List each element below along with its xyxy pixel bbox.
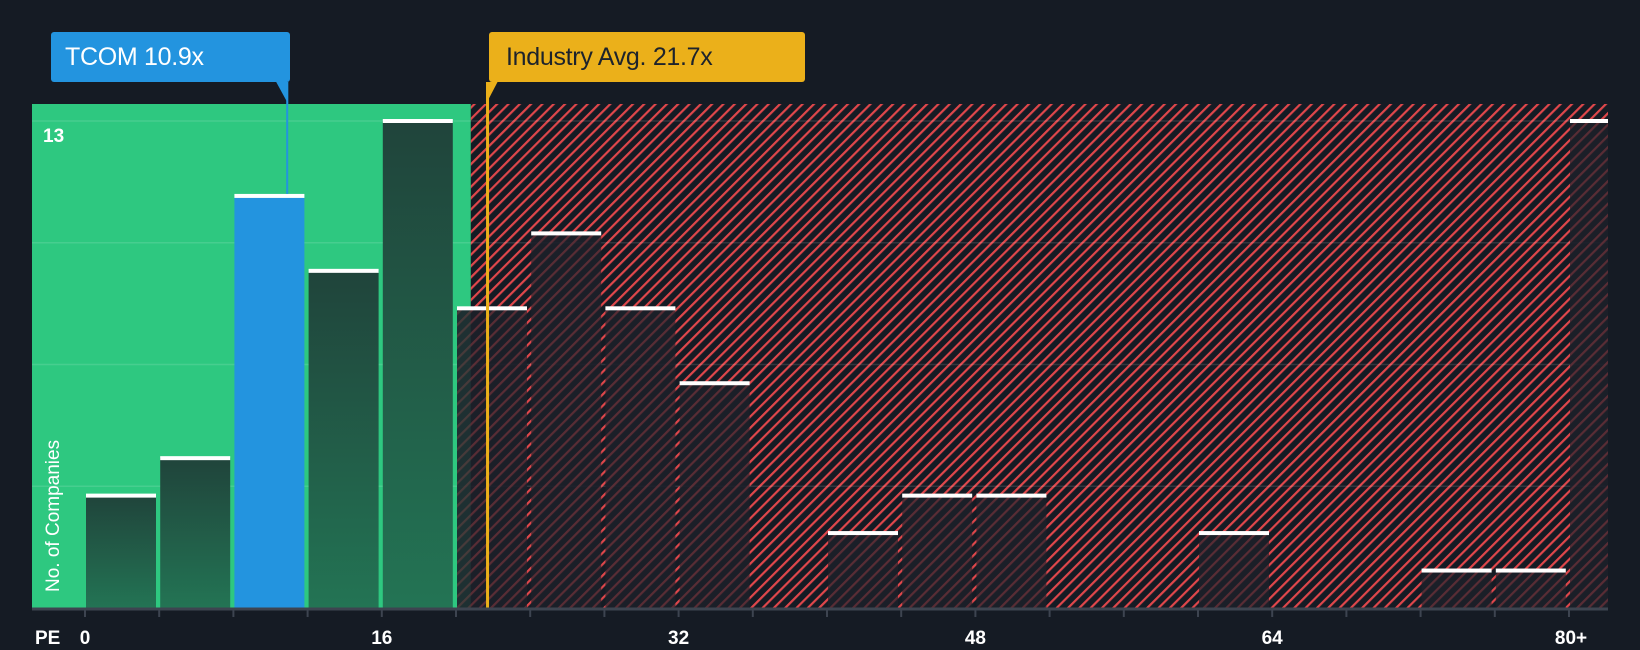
bar-cap <box>160 456 231 461</box>
x-tick-label: 16 <box>371 628 393 649</box>
histogram-bar <box>679 381 750 608</box>
histogram-bar <box>160 456 231 608</box>
bar-cap <box>976 493 1047 498</box>
bar-cap <box>1421 568 1492 573</box>
y-axis-max-label: 13 <box>43 126 65 147</box>
company-pe-callout: TCOM 10.9x <box>51 32 290 82</box>
histogram-bars <box>86 119 1608 608</box>
histogram-bar <box>1495 568 1566 608</box>
bar-cap <box>605 306 676 311</box>
x-tick-label: 0 <box>79 628 91 649</box>
histogram-bar <box>531 231 602 608</box>
histogram-bar <box>1570 119 1608 608</box>
x-tick-label: 64 <box>1261 628 1283 649</box>
histogram-bar <box>605 306 676 608</box>
pe-markers <box>276 82 498 608</box>
x-axis <box>32 607 1608 617</box>
bar-cap <box>828 531 898 536</box>
x-tick-label: 32 <box>668 628 690 649</box>
industry-avg-label: Industry Avg. 21.7x <box>506 42 713 71</box>
bar-cap <box>1570 119 1608 123</box>
histogram-bar <box>1199 531 1269 608</box>
histogram-bar <box>457 306 527 608</box>
x-tick-label: 80+ <box>1554 628 1588 649</box>
industry-avg-callout: Industry Avg. 21.7x <box>489 32 805 82</box>
bar-cap <box>1199 531 1269 536</box>
industry-callout-tail <box>486 82 498 104</box>
company-callout-tail <box>276 82 289 104</box>
bar-cap <box>234 193 305 198</box>
histogram-bar <box>976 493 1047 608</box>
bar-cap <box>86 493 156 498</box>
bar-cap <box>308 268 379 273</box>
bar-cap <box>902 493 973 498</box>
bar-cap <box>382 119 453 123</box>
bar-cap <box>1495 568 1566 573</box>
histogram-bar <box>828 531 898 608</box>
bar-cap <box>679 381 750 386</box>
histogram-bar <box>382 119 453 608</box>
histogram-bar <box>308 268 379 608</box>
company-pe-label: TCOM 10.9x <box>65 42 204 71</box>
x-tick-label: 48 <box>964 628 986 649</box>
histogram-bar <box>86 493 156 608</box>
y-axis-title: No. of Companies <box>43 439 64 592</box>
histogram-bar <box>1421 568 1492 608</box>
x-axis-title: PE <box>35 628 61 649</box>
histogram-bar <box>234 193 305 608</box>
bar-cap <box>457 306 527 311</box>
histogram-bar <box>902 493 973 608</box>
bar-cap <box>531 231 602 236</box>
